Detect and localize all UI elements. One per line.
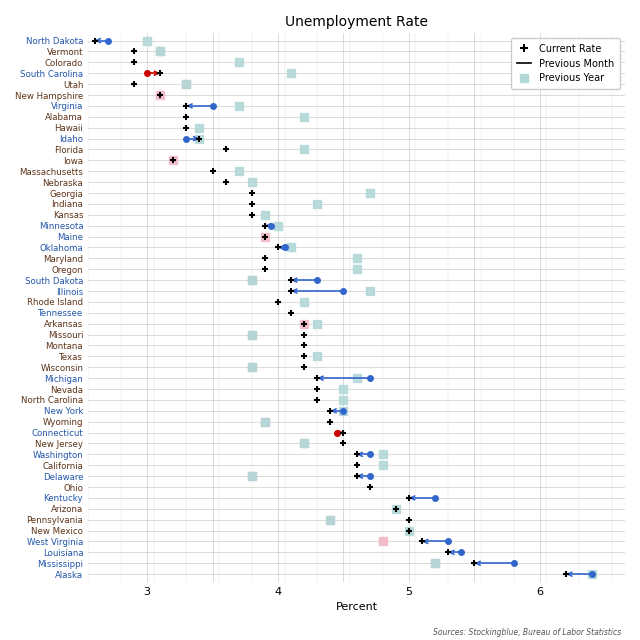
X-axis label: Percent: Percent — [335, 602, 378, 612]
Legend: Current Rate, Previous Month, Previous Year: Current Rate, Previous Month, Previous Y… — [511, 38, 620, 89]
Title: Unemployment Rate: Unemployment Rate — [285, 15, 428, 29]
Text: Sources: Stockingblue, Bureau of Labor Statistics: Sources: Stockingblue, Bureau of Labor S… — [433, 628, 621, 637]
